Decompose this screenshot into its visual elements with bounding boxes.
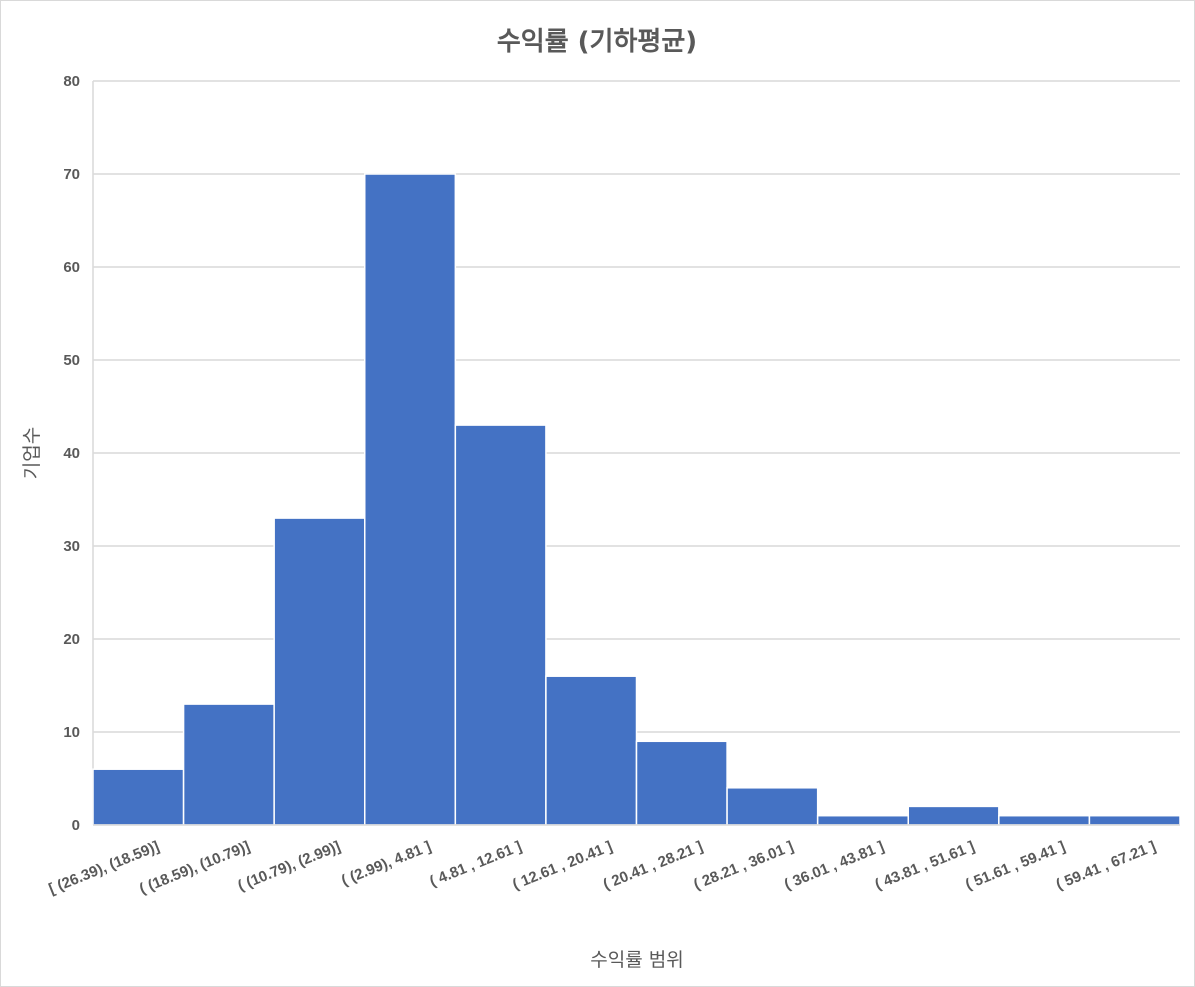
y-axis-ticks: 0 10 20 30 40 50 60 70 80 — [63, 73, 80, 834]
bar — [273, 517, 366, 826]
y-tick-label: 40 — [63, 445, 80, 462]
x-tick-label: ( (2.99), 4.81 ] — [339, 838, 433, 889]
bar — [454, 424, 547, 826]
y-tick-label: 70 — [63, 166, 80, 183]
y-tick-label: 30 — [63, 538, 80, 555]
bar — [364, 173, 457, 826]
x-tick-label: ( 51.61 , 59.41 ] — [963, 838, 1068, 893]
bar — [545, 675, 638, 826]
bar — [1088, 814, 1181, 826]
x-tick-label: ( 12.61 , 20.41 ] — [510, 838, 615, 893]
x-tick-label: ( 28.21 , 36.01 ] — [691, 838, 796, 893]
bar — [907, 805, 1000, 826]
y-tick-label: 20 — [63, 631, 80, 648]
bar — [816, 814, 910, 826]
x-tick-label: ( 20.41 , 28.21 ] — [601, 838, 706, 893]
y-tick-label: 80 — [63, 73, 80, 90]
x-axis-ticks: [ (26.39), (18.59)]( (18.59), (10.79)]( … — [46, 838, 1158, 898]
bar — [635, 740, 728, 826]
bar — [726, 787, 819, 826]
bars — [92, 173, 1181, 826]
bar — [998, 814, 1091, 826]
y-tick-label: 50 — [63, 352, 80, 369]
x-tick-label: ( 36.01 , 43.81 ] — [782, 838, 887, 893]
bar — [182, 703, 275, 826]
x-tick-label: ( 43.81 , 51.61 ] — [872, 838, 977, 893]
chart-title: 수익률 (기하평균) — [497, 27, 697, 57]
x-tick-label: ( 59.41 , 67.21 ] — [1054, 838, 1159, 893]
y-tick-label: 60 — [63, 259, 80, 276]
y-tick-label: 10 — [63, 724, 80, 741]
y-tick-label: 0 — [72, 817, 80, 834]
y-axis-title: 기업수 — [21, 427, 43, 479]
x-axis-title: 수익률 범위 — [590, 949, 683, 971]
x-tick-label: ( 4.81 , 12.61 ] — [427, 838, 524, 890]
x-tick-label: ( (10.79), (2.99)] — [235, 838, 343, 895]
bar — [92, 768, 185, 826]
